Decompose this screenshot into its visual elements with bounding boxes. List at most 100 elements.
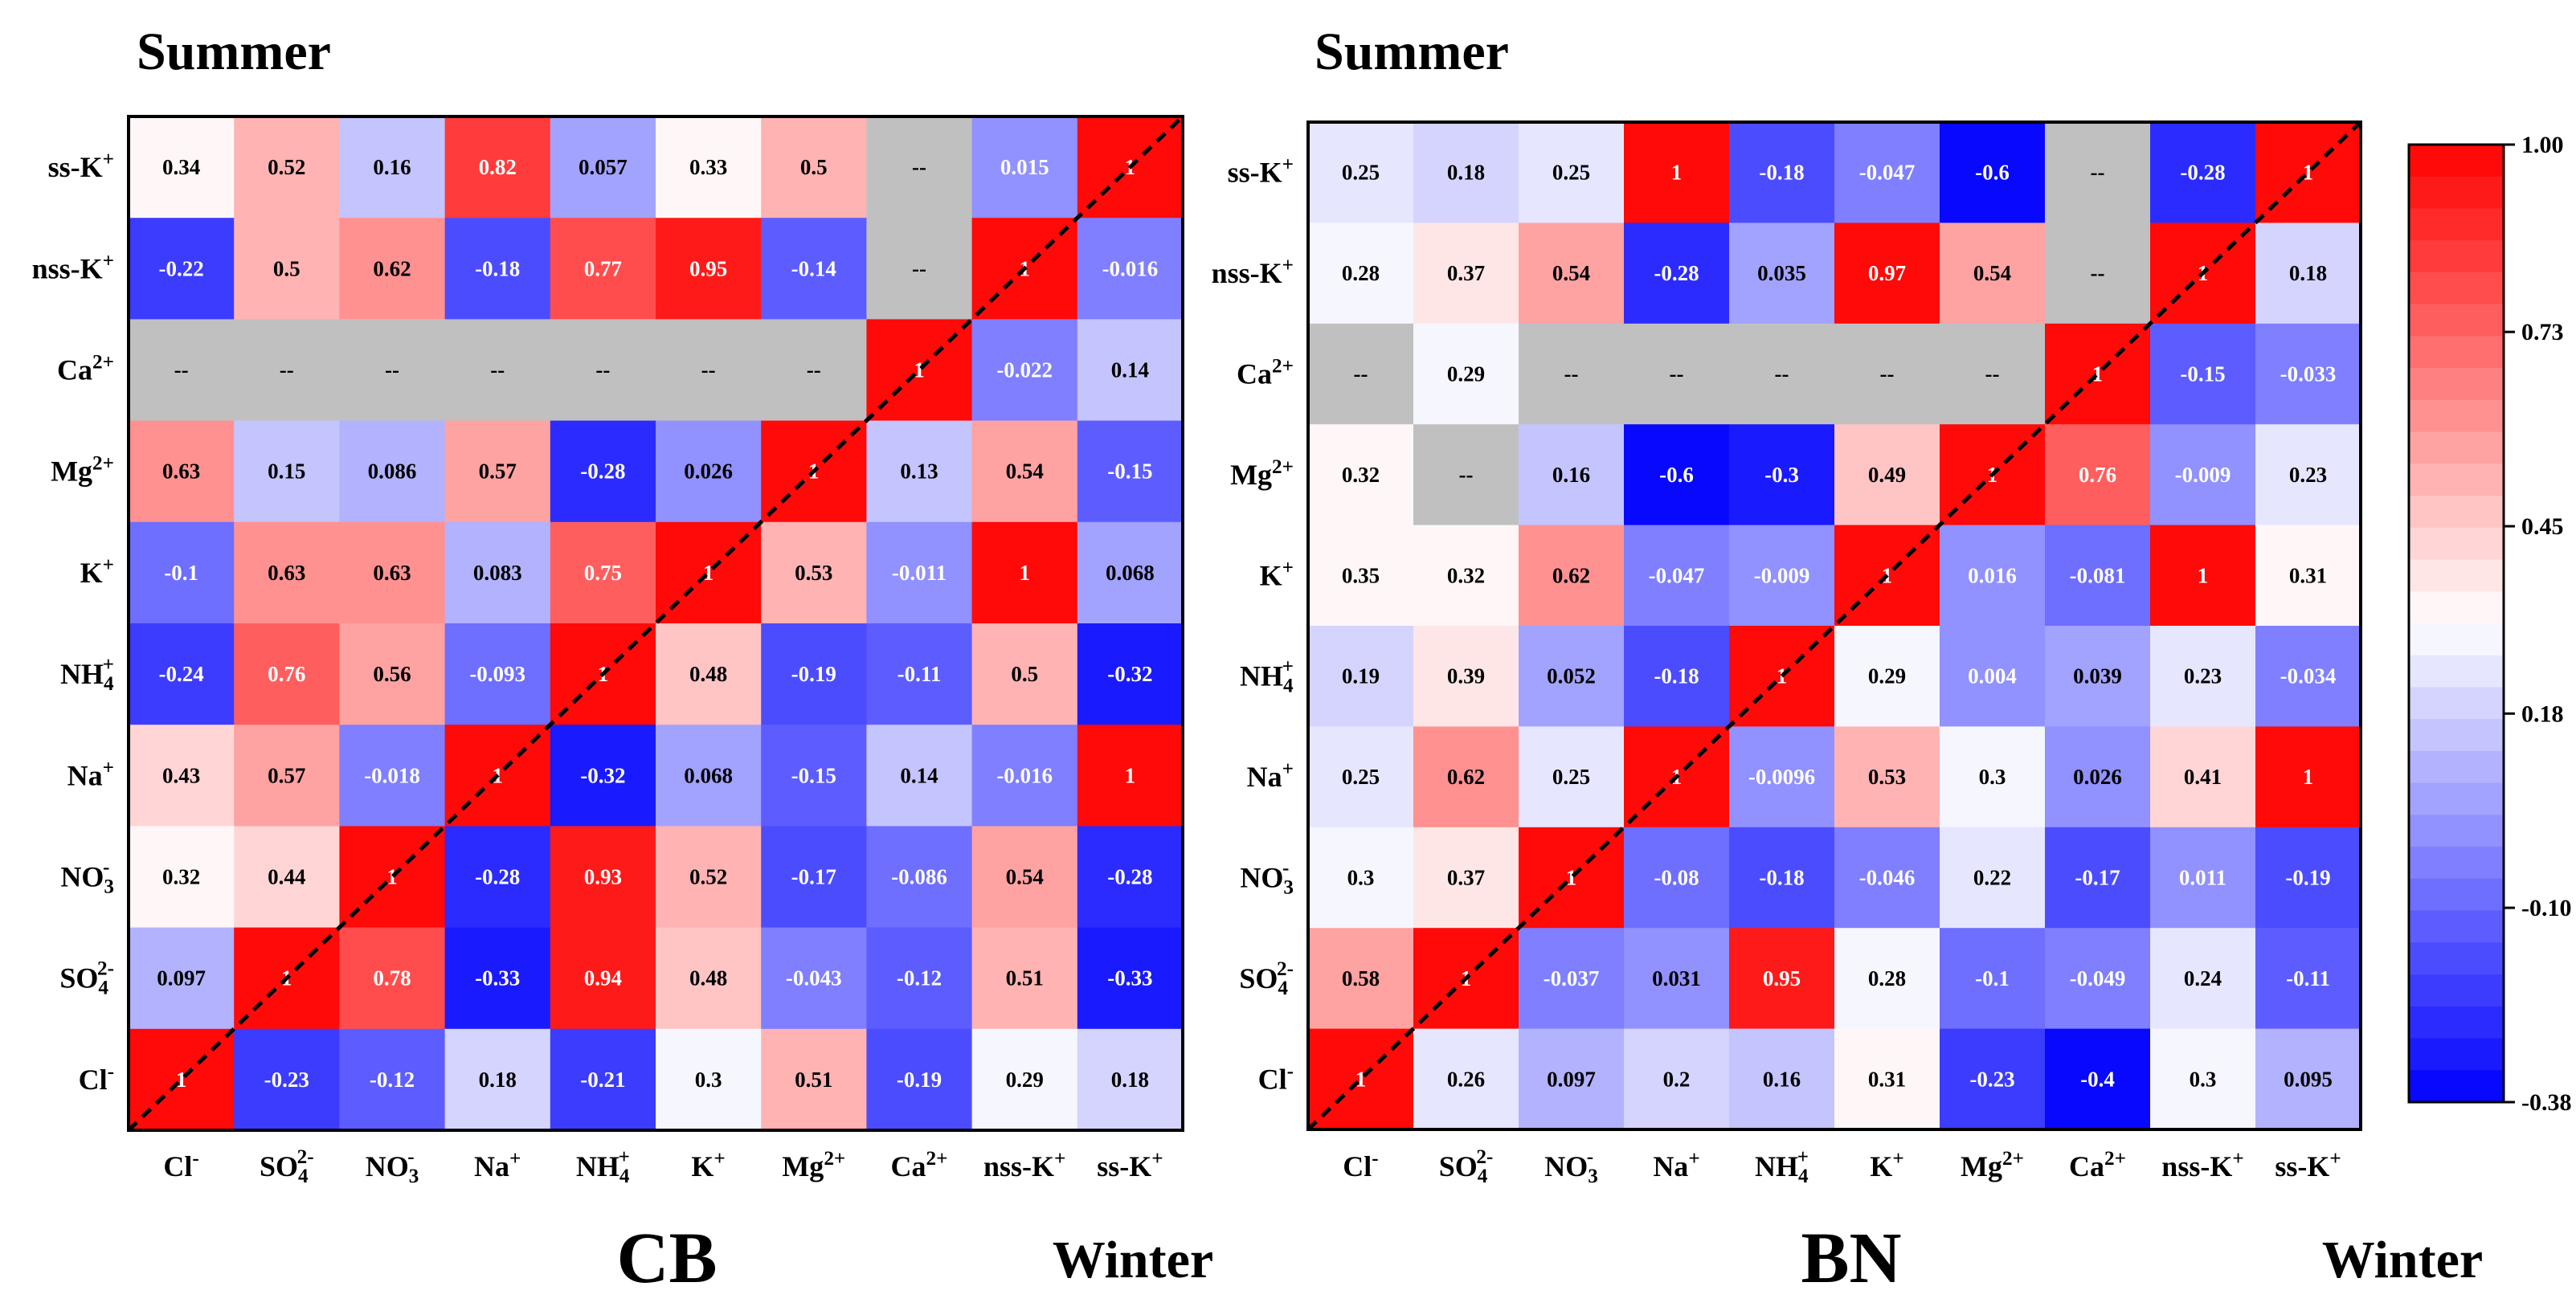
colorbar: 1.00 0.73 0.45 0.18 -0.10 -0.38 <box>2407 132 2572 1116</box>
heatmap-cell <box>444 521 551 624</box>
cell-value-label: -0.047 <box>1649 563 1705 587</box>
heatmap-cell <box>2150 424 2256 526</box>
colorbar-tick-label: 0.45 <box>2521 513 2564 540</box>
cell-value-label: -- <box>912 155 926 179</box>
heatmap-cell <box>2045 726 2151 828</box>
cell-value-label: -0.034 <box>2280 664 2337 688</box>
cell-value-label: 0.32 <box>1342 463 1380 487</box>
x-tick-label: NO3- <box>366 1146 419 1187</box>
heatmap-cell <box>1729 1028 1835 1130</box>
cell-value-label: -0.12 <box>370 1068 415 1092</box>
cell-value-label: 0.097 <box>1547 1067 1596 1091</box>
cell-value-label: 0.011 <box>2179 866 2226 890</box>
cell-value-label: -0.19 <box>2285 866 2330 890</box>
cell-value-label: -0.1 <box>164 561 198 585</box>
cell-value-label: 0.016 <box>1968 563 2017 587</box>
y-tick-label: Mg2+ <box>51 453 114 488</box>
cell-value-label: 0.2 <box>1663 1067 1691 1091</box>
heatmap-cell <box>1413 122 1519 223</box>
heatmap-cell <box>550 218 656 320</box>
cell-value-label: -0.18 <box>475 256 520 280</box>
cell-value-label: 1 <box>914 358 925 382</box>
cell-value-label: 0.057 <box>579 155 628 179</box>
cell-value-label: 0.16 <box>1763 1067 1801 1091</box>
cell-value-label: 0.083 <box>473 561 522 585</box>
colorbar-step <box>2409 1038 2504 1071</box>
cell-value-label: -0.011 <box>892 561 947 585</box>
heatmap-cell <box>2045 626 2151 727</box>
heatmap-cell <box>339 116 446 218</box>
cell-value-label: -0.049 <box>2070 966 2126 990</box>
cell-value-label: 0.18 <box>1111 1068 1149 1092</box>
cell-value-label: 0.32 <box>162 865 200 889</box>
colorbar-step <box>2409 336 2504 369</box>
heatmap-cell <box>1940 626 2046 727</box>
cell-value-label: 0.76 <box>268 662 305 686</box>
x-tick-label: Na+ <box>1653 1148 1699 1182</box>
y-tick-label: ss-K+ <box>48 149 114 183</box>
cell-value-label: 1 <box>1355 1067 1367 1091</box>
cell-value-label: 0.28 <box>1868 966 1906 990</box>
cell-value-label: 0.3 <box>695 1068 722 1092</box>
x-tick-label: Ca2+ <box>2069 1148 2126 1182</box>
heatmap-cell <box>2045 1028 2151 1130</box>
heatmap-cell <box>1624 928 1730 1030</box>
heatmap-cell <box>1413 726 1519 828</box>
cell-value-label: 0.052 <box>1547 664 1596 688</box>
heatmap-cell <box>1519 928 1625 1030</box>
cell-value-label: -- <box>1354 362 1368 386</box>
heatmap-cell <box>1834 726 1940 828</box>
x-tick-label: K+ <box>691 1148 725 1182</box>
cell-value-label: 0.29 <box>1006 1068 1044 1092</box>
heatmap-cell <box>1729 726 1835 828</box>
heatmap-cell <box>444 623 551 725</box>
heatmap-cell <box>1729 928 1835 1030</box>
x-tick-label: K+ <box>1870 1148 1903 1182</box>
heatmap-cell <box>339 420 446 523</box>
heatmap-cell <box>1077 319 1184 422</box>
cell-value-label: 0.93 <box>584 865 622 889</box>
cell-value-label: -0.17 <box>791 865 836 889</box>
cell-value-label: 0.23 <box>2289 463 2327 487</box>
cell-value-label: 0.95 <box>1763 966 1801 990</box>
heatmap-cell <box>129 623 235 725</box>
cell-value-label: 0.53 <box>1868 765 1906 789</box>
colorbar-step <box>2409 942 2504 975</box>
heatmap-cell <box>1940 223 2046 325</box>
heatmap-panel-cb: Summer 0.34 0.52 0.16 0.82 0.057 0.33 0.5 -- 0.0… <box>32 22 1214 1298</box>
cell-value-label: 0.31 <box>1868 1067 1906 1091</box>
cell-value-label: -0.15 <box>1107 459 1152 484</box>
cell-value-label: -0.033 <box>2280 362 2337 386</box>
cell-value-label: 0.24 <box>2184 966 2222 990</box>
heatmap-cell <box>1729 122 1835 223</box>
cell-value-label: 0.37 <box>1447 866 1485 890</box>
colorbar-step <box>2409 719 2504 752</box>
cell-value-label: 0.63 <box>268 561 305 585</box>
heatmap-cell <box>971 826 1078 929</box>
cell-value-label: -0.009 <box>2175 463 2231 487</box>
cell-value-label: 0.94 <box>584 966 622 990</box>
heatmap-cell <box>656 116 762 218</box>
cell-value-label: -0.32 <box>580 763 625 787</box>
heatmap-cell <box>1077 927 1184 1030</box>
cell-value-label: 1 <box>2092 362 2104 386</box>
cell-value-label: 0.25 <box>1342 765 1380 789</box>
cell-value-label: 0.068 <box>1106 561 1155 585</box>
cell-value-label: 0.28 <box>1342 261 1380 285</box>
cell-value-label: 0.15 <box>268 459 305 484</box>
cell-value-label: -0.18 <box>1654 664 1699 688</box>
heatmap-cell <box>1834 323 1940 425</box>
x-tick-label: SO42- <box>260 1146 314 1187</box>
cell-value-label: 0.086 <box>368 459 417 484</box>
heatmap-cell <box>129 826 235 929</box>
colorbar-step <box>2409 655 2504 688</box>
heatmap-cell <box>1940 726 2046 828</box>
colorbar-step <box>2409 464 2504 496</box>
x-tick-label: ss-K+ <box>1097 1148 1163 1182</box>
x-tick-label: NH4+ <box>576 1146 630 1187</box>
heatmap-cell <box>234 319 340 422</box>
cell-value-label: 0.51 <box>1006 966 1044 990</box>
cell-value-label: 0.53 <box>795 561 832 585</box>
cell-value-label: 0.015 <box>1000 155 1049 179</box>
cell-value-label: -0.081 <box>2070 563 2126 587</box>
